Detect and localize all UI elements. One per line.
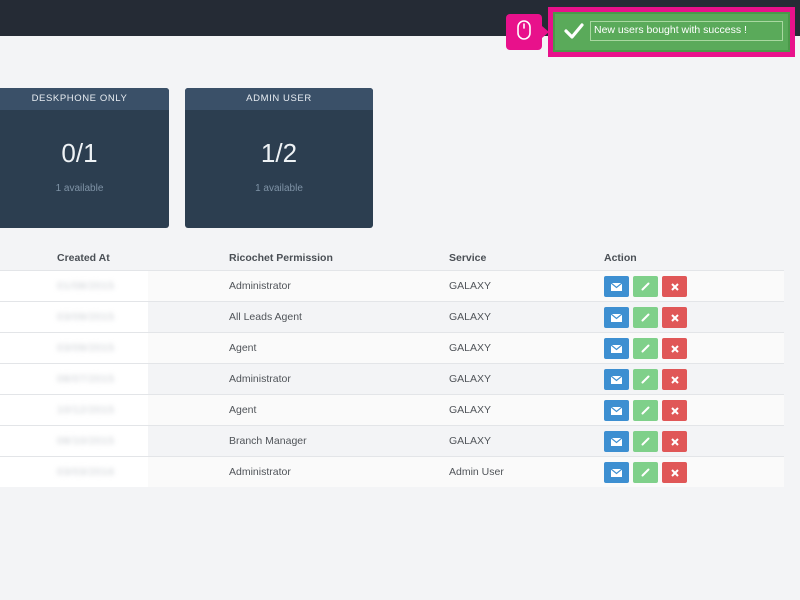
mouse-icon — [517, 19, 531, 45]
delete-button[interactable] — [662, 369, 687, 390]
toast-highlight: New users bought with success ! — [548, 7, 795, 57]
permission-cell: Administrator — [229, 373, 291, 385]
delete-button[interactable] — [662, 462, 687, 483]
email-button[interactable] — [604, 462, 629, 483]
email-button[interactable] — [604, 307, 629, 328]
check-icon — [564, 23, 584, 44]
close-icon — [670, 344, 679, 353]
mouse-click-badge — [506, 14, 549, 50]
envelope-icon — [611, 344, 622, 353]
card-available: 1 available — [255, 183, 303, 194]
delete-button[interactable] — [662, 338, 687, 359]
card-title: DESKPHONE ONLY — [0, 88, 169, 110]
permission-cell: Administrator — [229, 280, 291, 292]
card-available: 1 available — [55, 183, 104, 194]
created-at-cell: 03/03/2016 — [57, 466, 115, 478]
envelope-icon — [611, 437, 622, 446]
permission-cell: Agent — [229, 342, 257, 354]
edit-button[interactable] — [633, 431, 658, 452]
email-button[interactable] — [604, 400, 629, 421]
email-button[interactable] — [604, 338, 629, 359]
edit-button[interactable] — [633, 400, 658, 421]
table-row: 03/03/2016 Administrator Admin User — [0, 456, 784, 487]
envelope-icon — [611, 406, 622, 415]
created-at-cell: 03/09/2015 — [57, 342, 115, 354]
service-cell: GALAXY — [449, 280, 492, 292]
service-cell: GALAXY — [449, 311, 492, 323]
envelope-icon — [611, 282, 622, 291]
row-left-cell — [0, 333, 148, 363]
envelope-icon — [611, 313, 622, 322]
envelope-icon — [611, 468, 622, 477]
card-count: 0/1 — [61, 138, 98, 168]
success-toast[interactable]: New users bought with success ! — [553, 12, 790, 52]
email-button[interactable] — [604, 369, 629, 390]
close-icon — [670, 406, 679, 415]
row-left-cell — [0, 426, 148, 456]
pencil-icon — [641, 313, 650, 322]
column-header-permission[interactable]: Ricochet Permission — [229, 252, 333, 264]
created-at-cell: 01/08/2015 — [57, 280, 115, 292]
license-card-admin-user: ADMIN USER 1/2 1 available — [185, 88, 373, 228]
users-table: 01/08/2015 Administrator GALAXY 03/09/2015 A… — [0, 270, 784, 487]
card-title: ADMIN USER — [185, 88, 373, 110]
column-header-action: Action — [604, 252, 637, 264]
delete-button[interactable] — [662, 400, 687, 421]
edit-button[interactable] — [633, 462, 658, 483]
close-icon — [670, 313, 679, 322]
delete-button[interactable] — [662, 307, 687, 328]
permission-cell: Agent — [229, 404, 257, 416]
table-row: 08/07/2015 Administrator GALAXY — [0, 363, 784, 394]
service-cell: GALAXY — [449, 404, 492, 416]
pencil-icon — [641, 437, 650, 446]
table-row: 03/09/2015 Agent GALAXY — [0, 332, 784, 363]
card-count: 1/2 — [260, 138, 298, 168]
delete-button[interactable] — [662, 276, 687, 297]
pencil-icon — [641, 282, 650, 291]
delete-button[interactable] — [662, 431, 687, 452]
row-left-cell — [0, 364, 148, 394]
permission-cell: Administrator — [229, 466, 291, 478]
edit-button[interactable] — [633, 369, 658, 390]
close-icon — [670, 437, 679, 446]
edit-button[interactable] — [633, 276, 658, 297]
pencil-icon — [641, 468, 650, 477]
service-cell: GALAXY — [449, 435, 492, 447]
service-cell: Admin User — [449, 466, 504, 478]
pencil-icon — [641, 375, 650, 384]
pencil-icon — [641, 344, 650, 353]
table-row: 03/09/2015 All Leads Agent GALAXY — [0, 301, 784, 332]
service-cell: GALAXY — [449, 342, 492, 354]
permission-cell: All Leads Agent — [229, 311, 302, 323]
table-row: 08/10/2015 Branch Manager GALAXY — [0, 425, 784, 456]
license-card-deskphone: DESKPHONE ONLY 0/1 1 available — [0, 88, 169, 228]
created-at-cell: 08/07/2015 — [57, 373, 115, 385]
edit-button[interactable] — [633, 307, 658, 328]
service-cell: GALAXY — [449, 373, 492, 385]
pencil-icon — [641, 406, 650, 415]
email-button[interactable] — [604, 431, 629, 452]
toast-message: New users bought with success ! — [590, 21, 783, 41]
created-at-cell: 10/12/2015 — [57, 404, 115, 416]
created-at-cell: 08/10/2015 — [57, 435, 115, 447]
edit-button[interactable] — [633, 338, 658, 359]
row-left-cell — [0, 271, 148, 301]
close-icon — [670, 375, 679, 384]
row-left-cell — [0, 302, 148, 332]
row-left-cell — [0, 395, 148, 425]
email-button[interactable] — [604, 276, 629, 297]
row-left-cell — [0, 457, 148, 487]
table-row: 10/12/2015 Agent GALAXY — [0, 394, 784, 425]
close-icon — [670, 468, 679, 477]
close-icon — [670, 282, 679, 291]
table-row: 01/08/2015 Administrator GALAXY — [0, 270, 784, 301]
permission-cell: Branch Manager — [229, 435, 307, 447]
column-header-created-at[interactable]: Created At — [57, 252, 110, 264]
created-at-cell: 03/09/2015 — [57, 311, 115, 323]
envelope-icon — [611, 375, 622, 384]
column-header-service[interactable]: Service — [449, 252, 487, 264]
